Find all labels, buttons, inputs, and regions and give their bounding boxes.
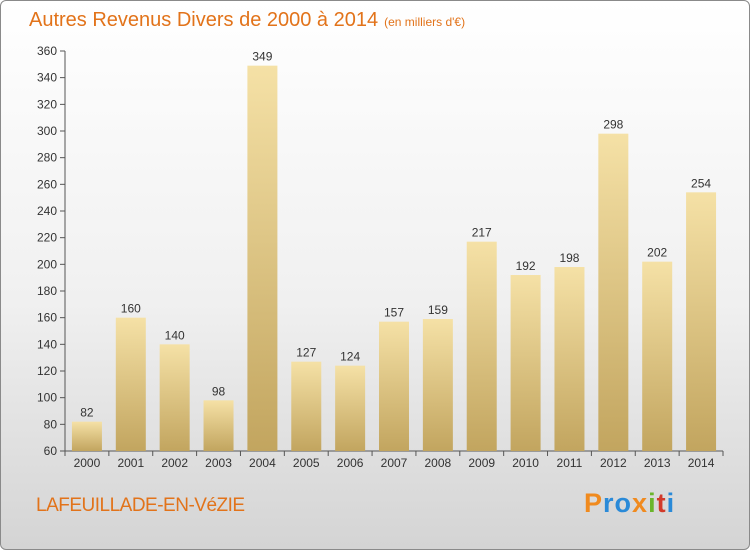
x-tick-label: 2008 [425,456,452,470]
bar-value-label: 140 [165,328,185,342]
bar [554,267,585,451]
y-tick-label: 240 [37,204,57,218]
x-tick-label: 2010 [512,456,539,470]
bar-value-label: 159 [428,303,448,317]
y-tick-label: 200 [37,257,57,271]
x-tick-label: 2006 [337,456,364,470]
bar-value-label: 298 [603,118,623,132]
bar-value-label: 157 [384,306,404,320]
bar [422,319,453,451]
bar [203,400,234,451]
bar [335,365,366,451]
x-tick-label: 2014 [688,456,715,470]
bar [686,192,717,452]
bar [71,421,102,451]
bar-value-label: 127 [296,346,316,360]
y-tick-label: 260 [37,177,57,191]
y-tick-label: 120 [37,364,57,378]
y-tick-label: 60 [44,444,58,458]
y-tick-label: 220 [37,231,57,245]
y-tick-label: 80 [44,417,58,431]
y-tick-label: 320 [37,97,57,111]
x-tick-label: 2011 [557,456,583,470]
x-tick-label: 2009 [468,456,495,470]
bar [598,133,629,451]
bar [247,65,278,452]
y-tick-label: 280 [37,151,57,165]
logo-letter: i [648,488,657,518]
y-tick-label: 140 [37,337,57,351]
x-tick-label: 2000 [74,456,101,470]
x-tick-label: 2007 [381,456,408,470]
logo-letter: r [603,488,615,518]
bar-value-label: 254 [691,176,711,190]
bar-value-label: 198 [559,251,579,265]
bar [642,261,673,451]
bar [115,317,146,451]
y-tick-label: 340 [37,71,57,85]
title-unit: (en milliers d'€) [384,15,466,29]
x-tick-label: 2013 [644,456,671,470]
bar-value-label: 160 [121,302,141,316]
bar [379,321,409,451]
x-tick-label: 2001 [117,456,144,470]
y-tick-label: 160 [37,311,57,325]
bar [159,344,190,451]
proxiti-logo: Proxiti [584,488,675,519]
bar [291,361,322,451]
x-tick-label: 2012 [600,456,627,470]
x-tick-label: 2003 [205,456,232,470]
bar-value-label: 217 [472,226,492,240]
y-tick-label: 180 [37,284,57,298]
y-tick-label: 360 [37,44,57,58]
chart-title: Autres Revenus Divers de 2000 à 2014 (en … [29,9,465,32]
title-main: Autres Revenus Divers de 2000 à 2014 [29,9,379,31]
bar-value-label: 202 [647,246,667,260]
bar-value-label: 192 [516,259,536,273]
x-tick-label: 2002 [161,456,188,470]
bar-value-label: 349 [252,50,272,64]
bar-value-label: 124 [340,350,360,364]
logo-letter: t [656,488,667,518]
x-tick-label: 2004 [249,456,276,470]
bar-value-label: 82 [80,406,94,420]
y-tick-label: 300 [37,124,57,138]
commune-name: LAFEUILLADE-EN-VéZIE [36,495,245,516]
bar-value-label: 98 [212,384,226,398]
bar [466,241,497,451]
logo-letter: i [666,488,676,518]
logo-letter: x [632,488,649,518]
logo-letter: P [584,488,604,518]
y-tick-label: 100 [37,391,57,405]
bar [510,275,541,451]
logo-letter: o [614,488,633,518]
x-tick-label: 2005 [293,456,320,470]
